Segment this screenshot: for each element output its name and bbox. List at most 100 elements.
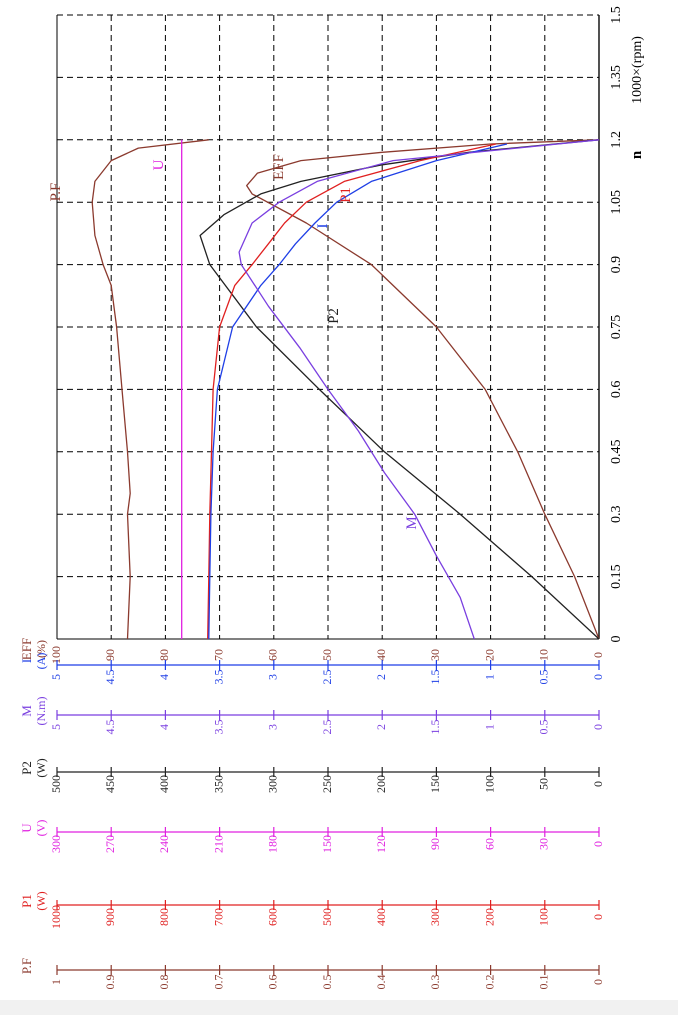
x-axis-unit: 1000×(rpm) — [630, 36, 645, 104]
axis-tick-label-p2: 300 — [266, 775, 280, 793]
axis-tick-label-pf: 0 — [591, 979, 605, 985]
bottom-strip — [0, 1000, 678, 1015]
axis-tick-label-i: 5 — [49, 674, 63, 680]
axis-tick-label-p1: 700 — [211, 908, 225, 926]
axis-tick-label-p2: 450 — [103, 775, 117, 793]
axis-tick-label-p1: 200 — [482, 908, 496, 926]
axis-unit-p2: (W) — [34, 758, 48, 777]
curve-group — [91, 139, 600, 640]
axis-tick-label-p1: 900 — [103, 908, 117, 926]
axis-tick-label-pf: 0.6 — [266, 975, 280, 990]
axis-tick-label-p1: 0 — [591, 914, 605, 920]
x-tick-label: 1.2 — [609, 131, 624, 149]
axis-tick-label-i: 1 — [482, 674, 496, 680]
x-axis-symbol: n — [629, 150, 645, 159]
axis-tick-label-p1: 800 — [157, 908, 171, 926]
axis-tick-label-i: 3 — [266, 674, 280, 680]
annotation-pf: P.F — [48, 183, 64, 202]
axis-tick-label-p1: 500 — [320, 908, 334, 926]
axis-tick-label-eff: 80 — [157, 649, 171, 661]
annotation-m: M — [404, 516, 420, 529]
axis-tick-label-u: 300 — [49, 835, 63, 853]
axis-tick-label-m: 2 — [374, 724, 388, 730]
curve-i — [208, 143, 508, 640]
axis-tick-label-eff: 60 — [266, 649, 280, 661]
axis-tick-label-i: 2.5 — [320, 670, 334, 685]
axis-tick-label-pf: 0.7 — [211, 975, 225, 990]
x-tick-label: 1.35 — [609, 65, 624, 90]
axis-tick-label-p1: 600 — [266, 908, 280, 926]
axis-tick-label-eff: 30 — [428, 649, 442, 661]
axis-unit-p1: (W) — [34, 891, 48, 910]
x-tick-label: 0.9 — [609, 256, 624, 274]
axis-tick-label-u: 120 — [374, 835, 388, 853]
axis-tick-label-u: 0 — [591, 841, 605, 847]
annotation-p2: P2 — [326, 308, 342, 324]
axis-tick-label-pf: 0.4 — [374, 975, 388, 990]
axis-tick-label-p2: 400 — [157, 775, 171, 793]
x-tick-label: 1.05 — [609, 190, 624, 215]
axis-tick-label-p2: 200 — [374, 775, 388, 793]
axis-i: 0 0.5 1 1.5 2 2.5 3 3.5 4 4.5 5 I (A) — [19, 653, 605, 685]
axis-tick-label-p2: 500 — [49, 775, 63, 793]
axis-tick-label-i: 2 — [374, 674, 388, 680]
axis-tick-label-i: 3.5 — [211, 670, 225, 685]
axis-p2: 0 50 100 150 200 250 300 350 400 450 500 P2 (W) — [19, 758, 605, 793]
grid-lines — [56, 14, 600, 640]
axis-tick-label-i: 4 — [157, 674, 171, 680]
axis-tick-label-pf: 0.5 — [320, 975, 334, 990]
axis-tick-label-u: 180 — [266, 835, 280, 853]
axis-unit-i: (A) — [34, 653, 48, 670]
axis-tick-label-eff: 90 — [103, 649, 117, 661]
axis-name-eff: EFF — [19, 638, 34, 660]
axis-tick-label-eff: 100 — [49, 646, 63, 664]
annotation-u: U — [151, 159, 167, 170]
axis-tick-label-p1: 100 — [537, 908, 551, 926]
axis-tick-label-u: 150 — [320, 835, 334, 853]
axis-name-i: I — [19, 659, 34, 663]
axis-tick-label-eff: 20 — [482, 649, 496, 661]
axis-name-p2: P2 — [19, 761, 34, 775]
annotation-eff: EFF — [271, 154, 287, 180]
axis-tick-label-pf: 0.2 — [482, 975, 496, 990]
axis-eff: 0 10 20 30 40 50 60 70 80 90 100 EFF (%) — [19, 638, 605, 664]
axis-tick-label-p2: 0 — [591, 781, 605, 787]
annotation-i: I — [315, 224, 331, 229]
x-tick-label: 0.3 — [609, 505, 624, 523]
axis-tick-label-m: 0.5 — [537, 720, 551, 735]
axis-tick-label-pf: 0.8 — [157, 975, 171, 990]
axis-tick-label-u: 30 — [537, 838, 551, 850]
axis-unit-u: (V) — [34, 820, 48, 837]
axis-name-m: M — [19, 705, 34, 717]
axis-tick-label-eff: 40 — [374, 649, 388, 661]
axis-tick-label-pf: 0.3 — [428, 975, 442, 990]
axis-tick-label-eff: 0 — [591, 652, 605, 658]
axis-tick-label-i: 0 — [591, 674, 605, 680]
x-axis: 0 0.15 0.3 0.45 0.6 0.75 0.9 1.05 1.2 1.35 1.5 n 100… — [609, 6, 645, 642]
axis-pf: 0 0.1 0.2 0.3 0.4 0.5 0.6 0.7 0.8 0.9 1 P.F — [19, 958, 605, 990]
x-tick-label: 0.45 — [609, 440, 624, 465]
axis-tick-label-m: 4.5 — [103, 720, 117, 735]
axis-tick-label-m: 4 — [157, 724, 171, 730]
axis-tick-label-m: 0 — [591, 724, 605, 730]
axis-tick-label-m: 1.5 — [428, 720, 442, 735]
axis-p1: 0 100 200 300 400 500 600 700 800 900 1000 P1 (W) — [19, 891, 605, 929]
annotation-group: P.F U EFF P1 I P2 M — [48, 154, 420, 530]
axis-tick-label-u: 240 — [157, 835, 171, 853]
axis-tick-label-i: 4.5 — [103, 670, 117, 685]
axis-tick-label-i: 1.5 — [428, 670, 442, 685]
curve-m — [238, 139, 600, 640]
axis-m: 0 0.5 1 1.5 2 2.5 3 3.5 4 4.5 5 M (N.m) — [19, 697, 605, 735]
axis-tick-label-u: 270 — [103, 835, 117, 853]
axis-tick-label-p1: 300 — [428, 908, 442, 926]
axis-tick-label-p1: 400 — [374, 908, 388, 926]
axis-tick-label-m: 5 — [49, 724, 63, 730]
axis-tick-label-m: 3 — [266, 724, 280, 730]
axis-name-u: U — [19, 823, 34, 833]
axis-tick-label-p2: 350 — [211, 775, 225, 793]
axis-tick-label-eff: 70 — [211, 649, 225, 661]
axis-tick-label-u: 60 — [482, 838, 496, 850]
axis-name-pf: P.F — [19, 958, 34, 974]
x-tick-label: 0.15 — [609, 564, 624, 589]
